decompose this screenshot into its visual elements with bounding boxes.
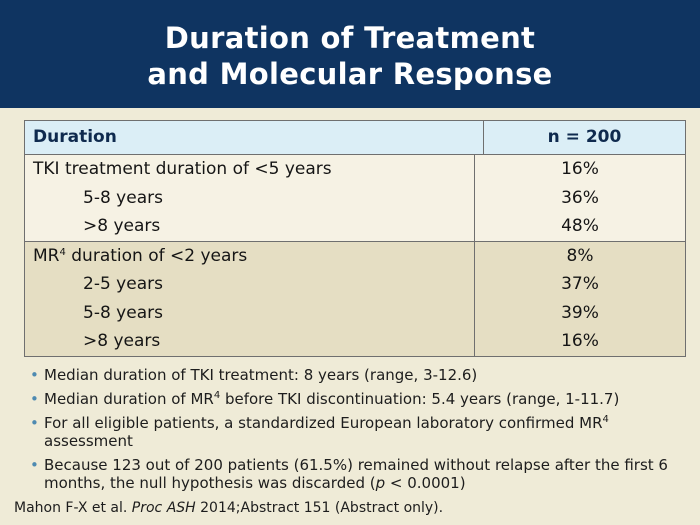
mr-row-label: >8 years — [83, 331, 161, 351]
tki-group: TKI treatment duration of <5 years 5-8 y… — [25, 155, 685, 242]
bullet-item: • Median duration of MR4 before TKI disc… — [30, 390, 620, 408]
bullet-list: • Median duration of TKI treatment: 8 ye… — [30, 366, 670, 498]
tki-row-value: 36% — [561, 187, 599, 208]
bullet-dot-icon: • — [30, 366, 39, 384]
citation: Mahon F-X et al. Proc ASH 2014;Abstract … — [14, 500, 444, 516]
header-n: n = 200 — [547, 127, 622, 147]
bullet-item: • Because 123 out of 200 patients (61.5%… — [30, 456, 668, 492]
bullet-item: • Median duration of TKI treatment: 8 ye… — [30, 366, 478, 384]
bullet-dot-icon: • — [30, 456, 39, 474]
bullet-dot-icon: • — [30, 390, 39, 408]
mr-group: MR4 duration of <2 years 2-5 years 5-8 y… — [25, 241, 685, 356]
tki-row-label: >8 years — [83, 216, 161, 236]
mr-row-value: 39% — [561, 302, 599, 323]
bullet-dot-icon: • — [30, 414, 39, 432]
mr-row-label: 5-8 years — [83, 302, 163, 323]
slide-title-line-2: and Molecular Response — [147, 57, 553, 91]
slide-title-line-1: Duration of Treatment — [164, 21, 536, 55]
duration-table: Duration n = 200 TKI treatment duration … — [24, 120, 686, 357]
table-header: Duration n = 200 — [25, 121, 685, 155]
header-duration: Duration — [25, 121, 484, 154]
mr-row-value: 16% — [561, 331, 599, 351]
tki-row-label: 5-8 years — [83, 187, 163, 208]
tki-row-value: 48% — [561, 216, 599, 236]
tki-row-label: TKI treatment duration of <5 years — [33, 159, 332, 179]
mr-row-value: 8% — [566, 245, 594, 266]
mr-row-label: MR4 duration of <2 years — [33, 245, 248, 266]
bullet-item: • For all eligible patients, a standardi… — [30, 414, 609, 450]
mr-row-label: 2-5 years — [83, 274, 163, 294]
title-banner: Duration of Treatment and Molecular Resp… — [0, 0, 700, 108]
mr-row-value: 37% — [561, 274, 599, 294]
tki-row-value: 16% — [561, 159, 599, 179]
